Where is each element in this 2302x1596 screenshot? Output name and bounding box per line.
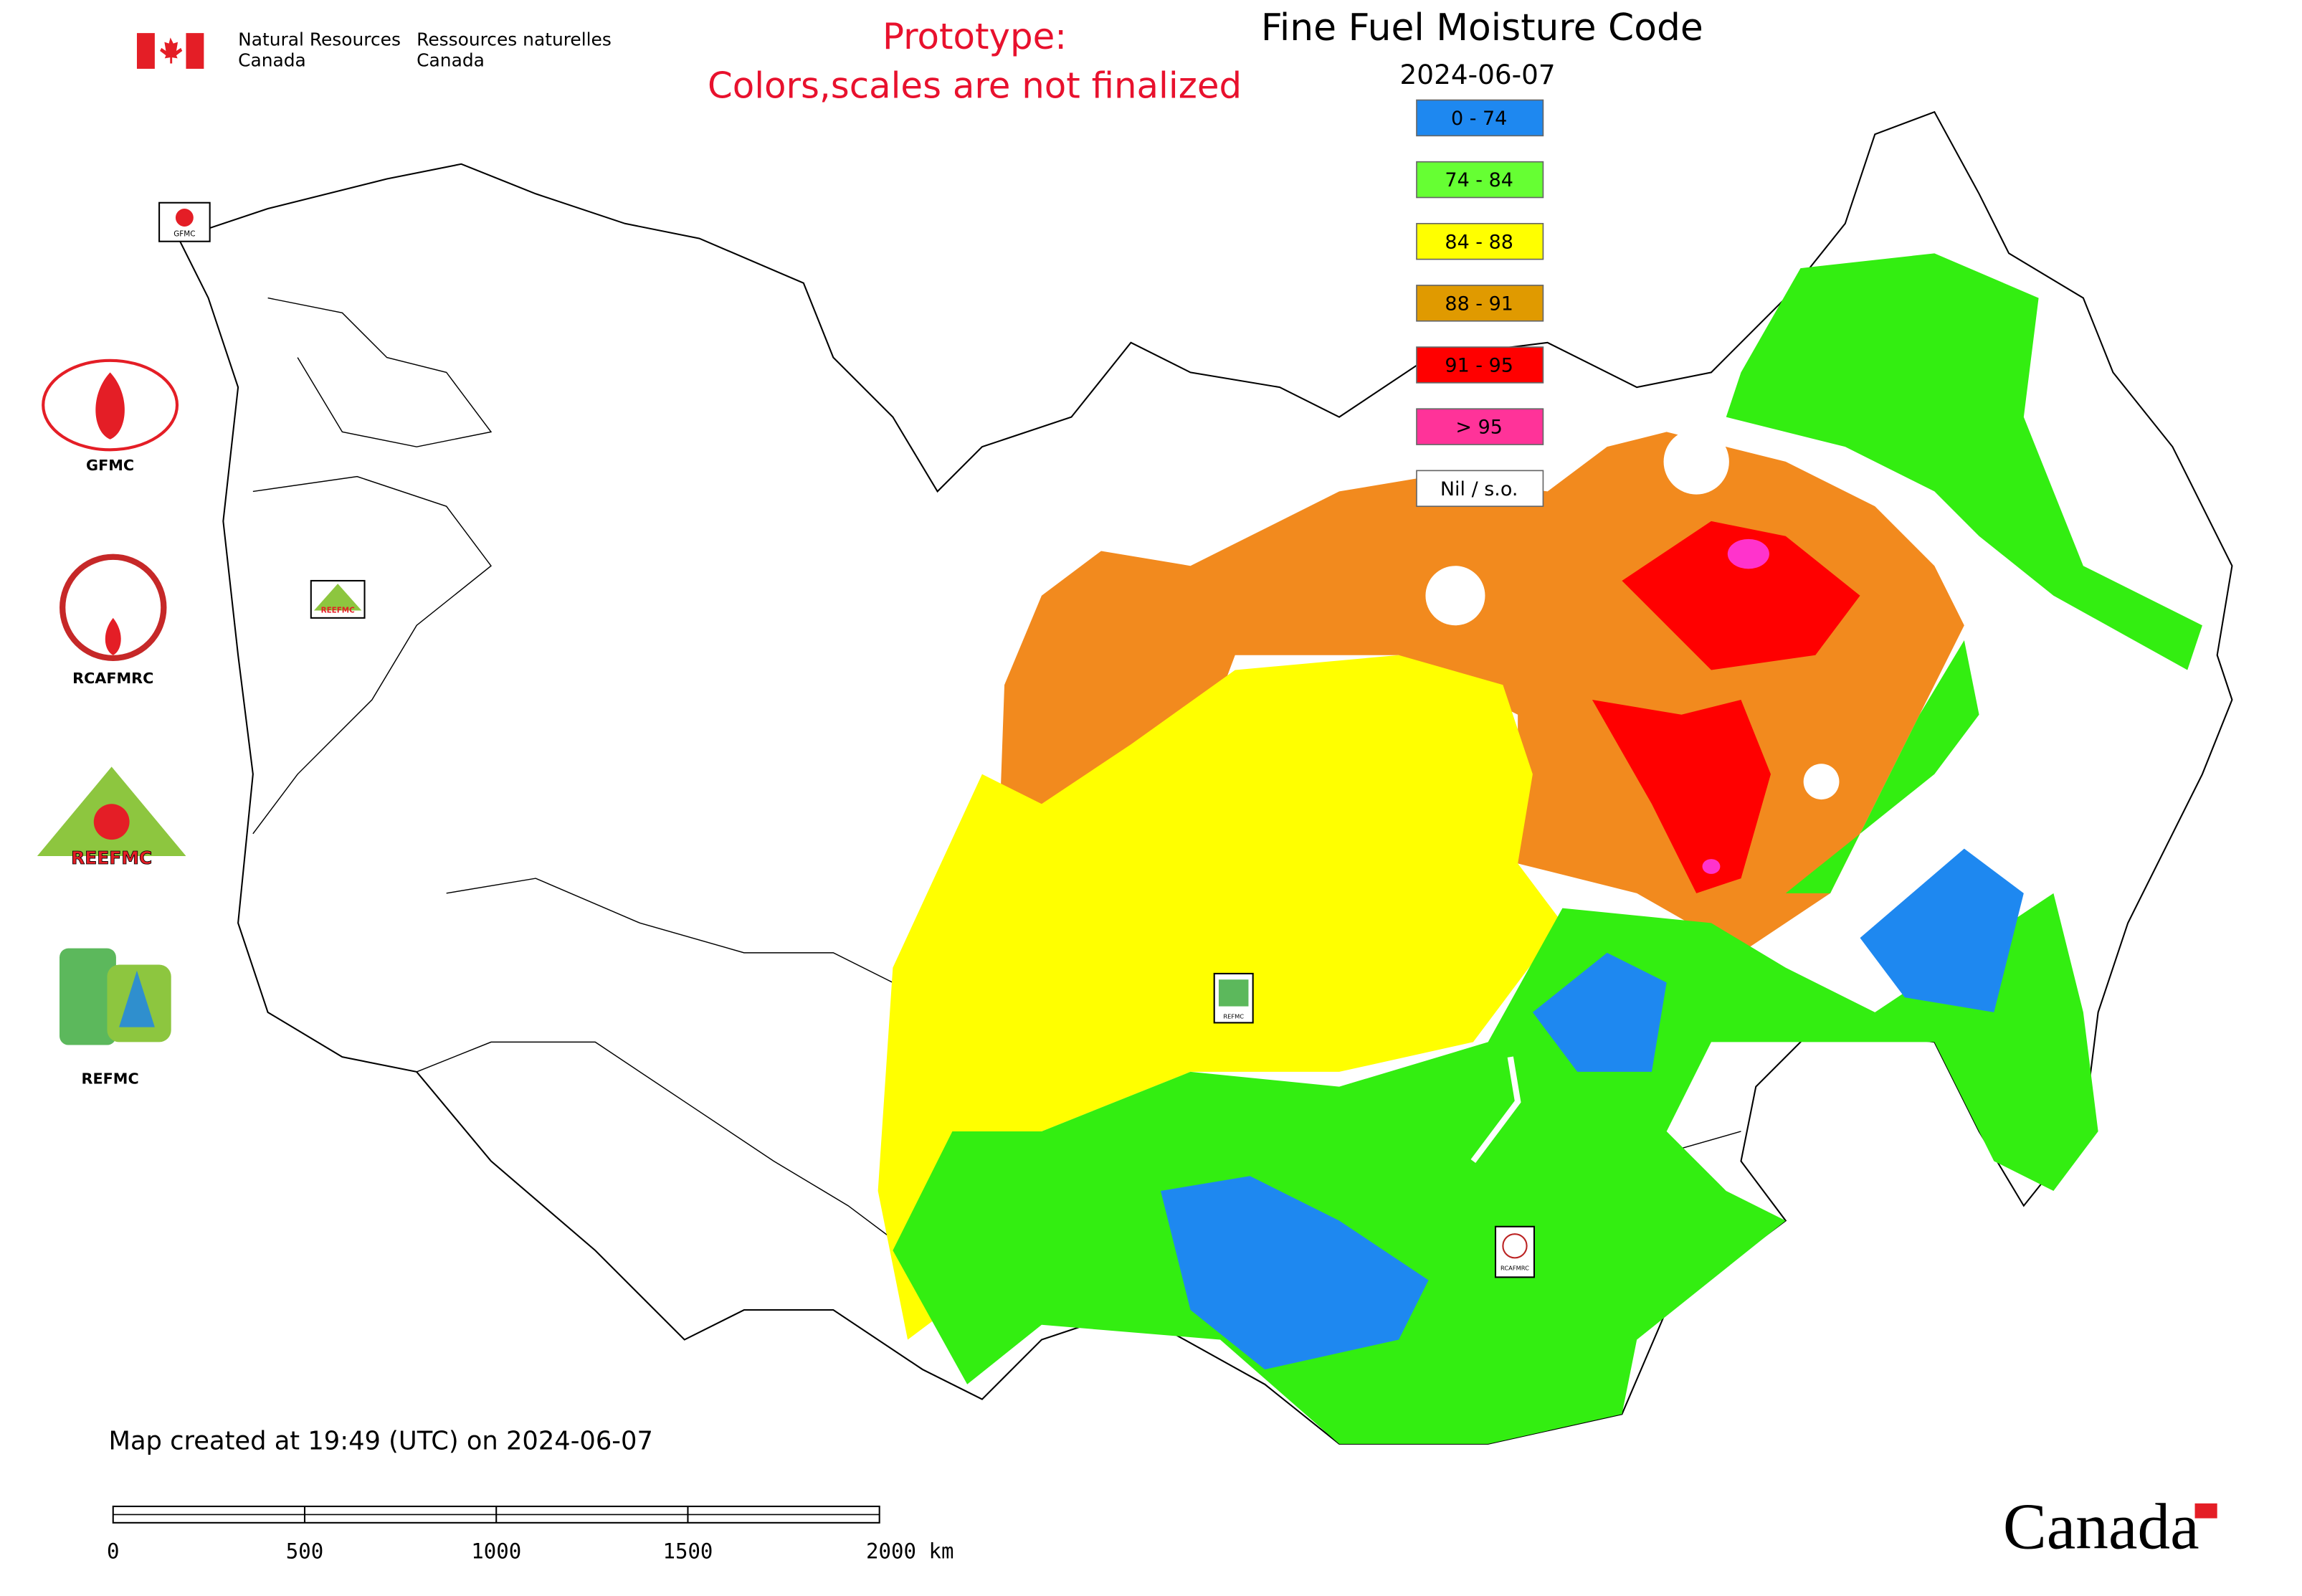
notice-line-1: Prototype: (883, 16, 1067, 57)
scale-bar: 0 500 1000 1500 2000 km (107, 1505, 953, 1563)
legend-label: 0 - 74 (1451, 108, 1507, 130)
zone-magenta (1702, 859, 1721, 874)
zone-magenta (1727, 538, 1769, 569)
marker-icon (175, 209, 194, 227)
department-en-2: Canada (238, 50, 306, 71)
zone-red-center (1592, 700, 1771, 893)
legend-label: Nil / s.o. (1440, 478, 1518, 500)
marker-icon (1502, 1233, 1528, 1259)
map-markers: GFMC REEFMC REFMC RCAFMRC (158, 201, 1536, 1278)
marker-icon (1218, 979, 1249, 1007)
legend-label: 84 - 88 (1445, 231, 1513, 253)
wordmark-flag (2194, 1503, 2217, 1519)
notice-line-2: Colors,scales are not finalized (708, 65, 1242, 106)
marker-icon (313, 584, 362, 611)
logo-rcafmrc (60, 554, 167, 662)
legend-swatch (1416, 346, 1544, 384)
legend-label: 74 - 84 (1445, 169, 1513, 191)
legend: 0 - 74 74 - 84 84 - 88 88 - 91 91 - 95 > 95 Ni… (1416, 99, 1544, 508)
legend-swatch (1416, 470, 1544, 508)
logo-label: REEFMC (71, 847, 152, 868)
nil-area (1803, 764, 1840, 800)
logo-rcafmrc-flame (105, 617, 121, 655)
marker-label: GFMC (173, 229, 195, 238)
legend-label: 91 - 95 (1445, 355, 1513, 377)
logo-label: REFMC (81, 1070, 138, 1087)
map-date: 2024-06-07 (1400, 59, 1556, 90)
logo-reefmc-mark (93, 804, 130, 840)
lake-baikal (1470, 1056, 1521, 1163)
logo-label: GFMC (86, 457, 134, 474)
flag (136, 33, 204, 69)
scale-label: 1000 (471, 1539, 521, 1563)
marker-label: RCAFMRC (1500, 1264, 1529, 1271)
zone-blue-south (1160, 1176, 1429, 1370)
zone-blue-center (1532, 952, 1667, 1072)
nil-area (1425, 566, 1485, 626)
department-fr-1: Ressources naturelles (417, 29, 612, 50)
marker-label: REEFMC (321, 606, 355, 614)
logo-refmc-icon (119, 970, 155, 1027)
scale-label: 2000 km (866, 1539, 953, 1563)
zone-green-east (1726, 253, 2202, 670)
zone-red-north (1622, 521, 1860, 670)
legend-swatch (1416, 222, 1544, 260)
nil-area (1663, 429, 1729, 495)
scale-label: 0 (107, 1539, 120, 1563)
department-fr-2: Canada (417, 50, 485, 71)
logo-gfmc-flame (95, 372, 125, 440)
logos: GFMC RCAFMRC REEFMC REFMC (37, 358, 186, 1087)
legend-label: 88 - 91 (1445, 293, 1513, 315)
created-note: Map created at 19:49 (UTC) on 2024-06-07 (109, 1427, 653, 1456)
zone-blue-east (1860, 848, 2024, 1012)
logo-label: RCAFMRC (72, 670, 153, 687)
canada-wordmark: Canada (2003, 1490, 2199, 1562)
logo-refmc (60, 948, 116, 1045)
legend-swatch (1416, 99, 1544, 137)
moisture-code-fill (877, 253, 2202, 1444)
legend-swatch (1416, 161, 1544, 199)
scale-label: 500 (286, 1539, 323, 1563)
map-title: Fine Fuel Moisture Code (1261, 6, 1703, 49)
legend-swatch (1416, 285, 1544, 322)
scale-label: 1500 (662, 1539, 713, 1563)
legend-swatch (1416, 408, 1544, 445)
marker-label: REFMC (1223, 1013, 1244, 1020)
department-en-1: Natural Resources (238, 29, 401, 50)
legend-label: > 95 (1455, 417, 1503, 439)
zone-green-coast (1785, 640, 1979, 893)
